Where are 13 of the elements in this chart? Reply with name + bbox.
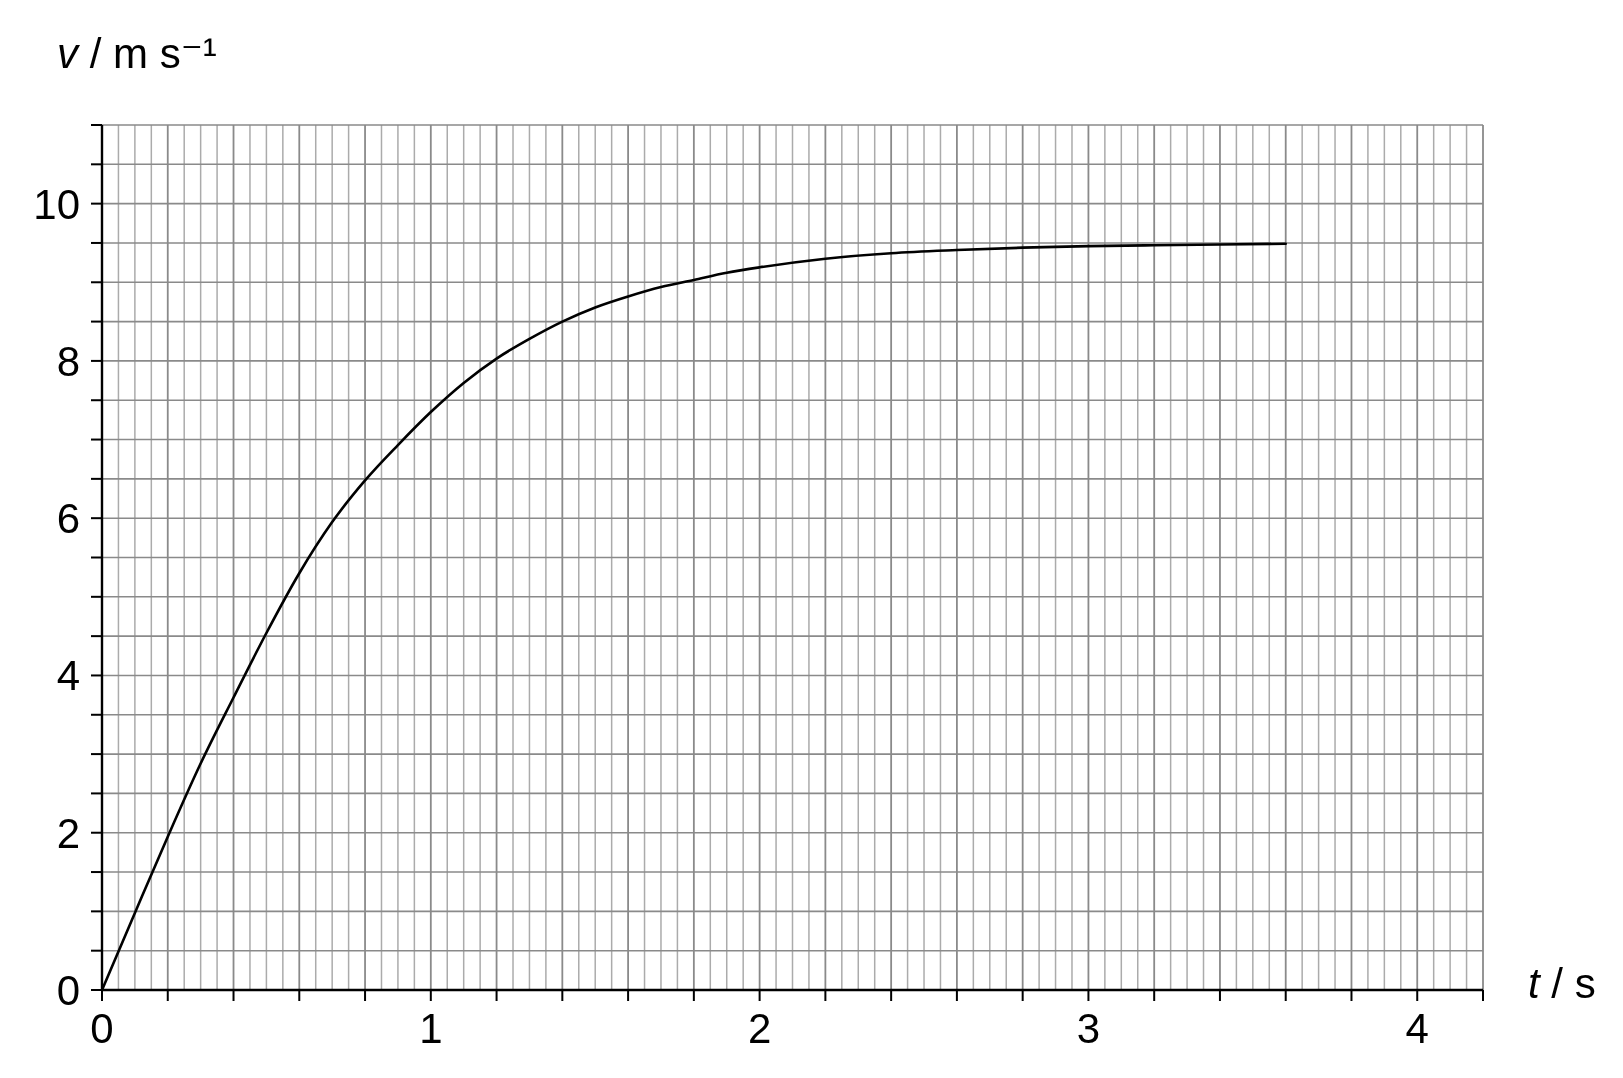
y-tick-label: 8 [56,337,80,385]
y-tick-label: 0 [56,966,80,1014]
x-tick-label: 4 [1405,1004,1429,1052]
y-tick-label: 6 [56,495,80,543]
y-tick-label: 4 [56,652,80,700]
y-axis-title: v / m s⁻¹ [57,30,217,77]
x-tick-label: 1 [419,1004,443,1052]
x-tick-label: 2 [747,1004,772,1052]
x-tick-label: 3 [1076,1004,1101,1052]
x-axis-title: t / s [1528,960,1596,1007]
y-tick-label: 10 [33,180,80,228]
y-tick-label: 2 [56,809,80,857]
x-tick-label: 0 [90,1004,114,1052]
